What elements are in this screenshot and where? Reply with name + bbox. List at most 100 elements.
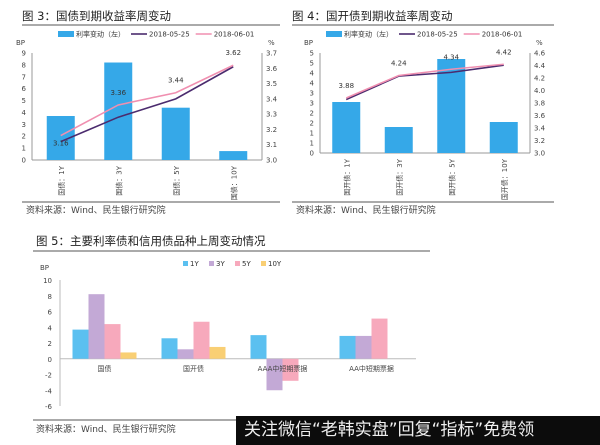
left-tick-label: 0 (22, 157, 26, 165)
right-tick-label: 3.4 (266, 95, 278, 103)
right-tick-label: 3.0 (534, 150, 545, 158)
series-line (60, 64, 234, 137)
legend-label: 利率变动（左） (76, 30, 125, 39)
y-tick-label: -2 (45, 372, 52, 380)
x-tick-label: 国开债：5Y (447, 158, 456, 195)
y-tick-label: 10 (43, 277, 52, 285)
legend-swatch (261, 261, 266, 266)
y-tick-label: -6 (45, 403, 53, 411)
bar (209, 346, 226, 359)
x-tick-label: 国债：10Y (229, 165, 238, 200)
legend-swatch (235, 261, 240, 266)
x-tick-label: 国债 (98, 364, 112, 373)
left-tick-label: 5 (310, 50, 314, 58)
right-axis-unit: % (268, 39, 275, 47)
bar (332, 102, 361, 153)
left-tick-label: 4 (22, 109, 27, 117)
left-tick-label: 2 (310, 120, 314, 128)
right-tick-label: 3.2 (266, 126, 277, 134)
bar (104, 324, 121, 359)
legend-label: 利率变动（左） (344, 30, 393, 39)
data-label: 3.16 (53, 140, 69, 148)
x-tick-label: AAA中短期票据 (258, 364, 308, 373)
legend-swatch (326, 31, 342, 37)
data-label: 3.62 (225, 49, 241, 57)
left-tick-label: 2 (310, 110, 314, 118)
right-axis-unit: % (536, 39, 543, 47)
right-tick-label: 3.4 (534, 125, 546, 133)
right-tick-label: 3.0 (266, 157, 277, 165)
bar (384, 127, 413, 153)
right-tick-label: 4.4 (534, 62, 546, 70)
bar (161, 338, 178, 359)
legend-swatch (58, 31, 74, 37)
data-label: 4.42 (496, 48, 512, 56)
chart-title: 图 3：国债到期收益率周变动 (22, 9, 171, 23)
legend-label: 2018-06-01 (482, 31, 523, 39)
y-tick-label: 2 (48, 340, 52, 348)
bar (282, 358, 299, 381)
left-tick-label: 9 (22, 50, 26, 58)
legend-label: 3Y (216, 260, 225, 268)
left-tick-label: 2 (22, 133, 26, 141)
source-note: 资料来源：Wind、民生银行研究院 (36, 423, 176, 435)
chart-title: 图 5：主要利率债和信用债品种上周变动情况 (36, 234, 266, 248)
right-tick-label: 4.0 (534, 87, 545, 95)
data-label: 4.24 (391, 60, 407, 68)
left-tick-label: 3 (310, 90, 314, 98)
legend-swatch (209, 261, 214, 266)
left-tick-label: 6 (22, 85, 27, 93)
right-tick-label: 4.6 (534, 50, 546, 58)
y-tick-label: 8 (48, 293, 52, 301)
left-tick-label: 7 (22, 73, 26, 81)
x-tick-label: 国债：5Y (172, 165, 181, 195)
bar (161, 107, 190, 160)
bar (120, 352, 137, 359)
left-tick-label: 5 (310, 60, 314, 68)
bar (266, 358, 283, 391)
left-tick-label: 1 (310, 140, 314, 148)
right-tick-label: 3.7 (266, 50, 277, 58)
bar (177, 349, 194, 359)
left-tick-label: 4 (310, 70, 315, 78)
legend-label: 2018-05-25 (149, 31, 190, 39)
left-tick-label: 1 (310, 130, 314, 138)
chart-title: 图 4：国开债到期收益率周变动 (292, 9, 452, 23)
bar (88, 294, 105, 359)
bar (355, 335, 372, 359)
x-tick-label: 国开债：10Y (500, 158, 509, 200)
legend-label: 5Y (242, 260, 251, 268)
right-tick-label: 3.2 (534, 137, 545, 145)
bar (371, 318, 388, 359)
bar (193, 321, 210, 359)
x-tick-label: 国债：1Y (57, 165, 66, 195)
left-tick-label: 5 (22, 97, 26, 105)
x-tick-label: 国开债 (183, 364, 204, 373)
legend-label: 1Y (190, 260, 199, 268)
right-tick-label: 3.1 (266, 141, 277, 149)
bar (339, 335, 356, 359)
right-tick-label: 3.6 (266, 65, 278, 73)
left-tick-label: 3 (22, 121, 26, 129)
source-note: 资料来源：Wind、民生银行研究院 (296, 204, 436, 216)
data-label: 3.36 (110, 89, 126, 97)
right-tick-label: 3.5 (266, 80, 277, 88)
right-tick-label: 4.2 (534, 75, 545, 83)
x-tick-label: 国开债：3Y (395, 158, 404, 195)
y-tick-label: 0 (48, 356, 52, 364)
legend-swatch (183, 261, 188, 266)
right-tick-label: 3.3 (266, 111, 277, 119)
bar (489, 122, 518, 153)
left-tick-label: 1 (22, 145, 26, 153)
legend-label: 2018-06-01 (214, 31, 255, 39)
data-label: 3.44 (168, 77, 184, 85)
left-tick-label: 8 (22, 61, 26, 69)
bar (72, 329, 89, 359)
series-line (60, 66, 234, 143)
left-axis-unit: BP (16, 39, 25, 47)
left-tick-label: 3 (310, 100, 314, 108)
y-tick-label: 4 (48, 324, 53, 332)
bar (250, 335, 267, 359)
x-tick-label: 国开债：1Y (342, 158, 351, 195)
